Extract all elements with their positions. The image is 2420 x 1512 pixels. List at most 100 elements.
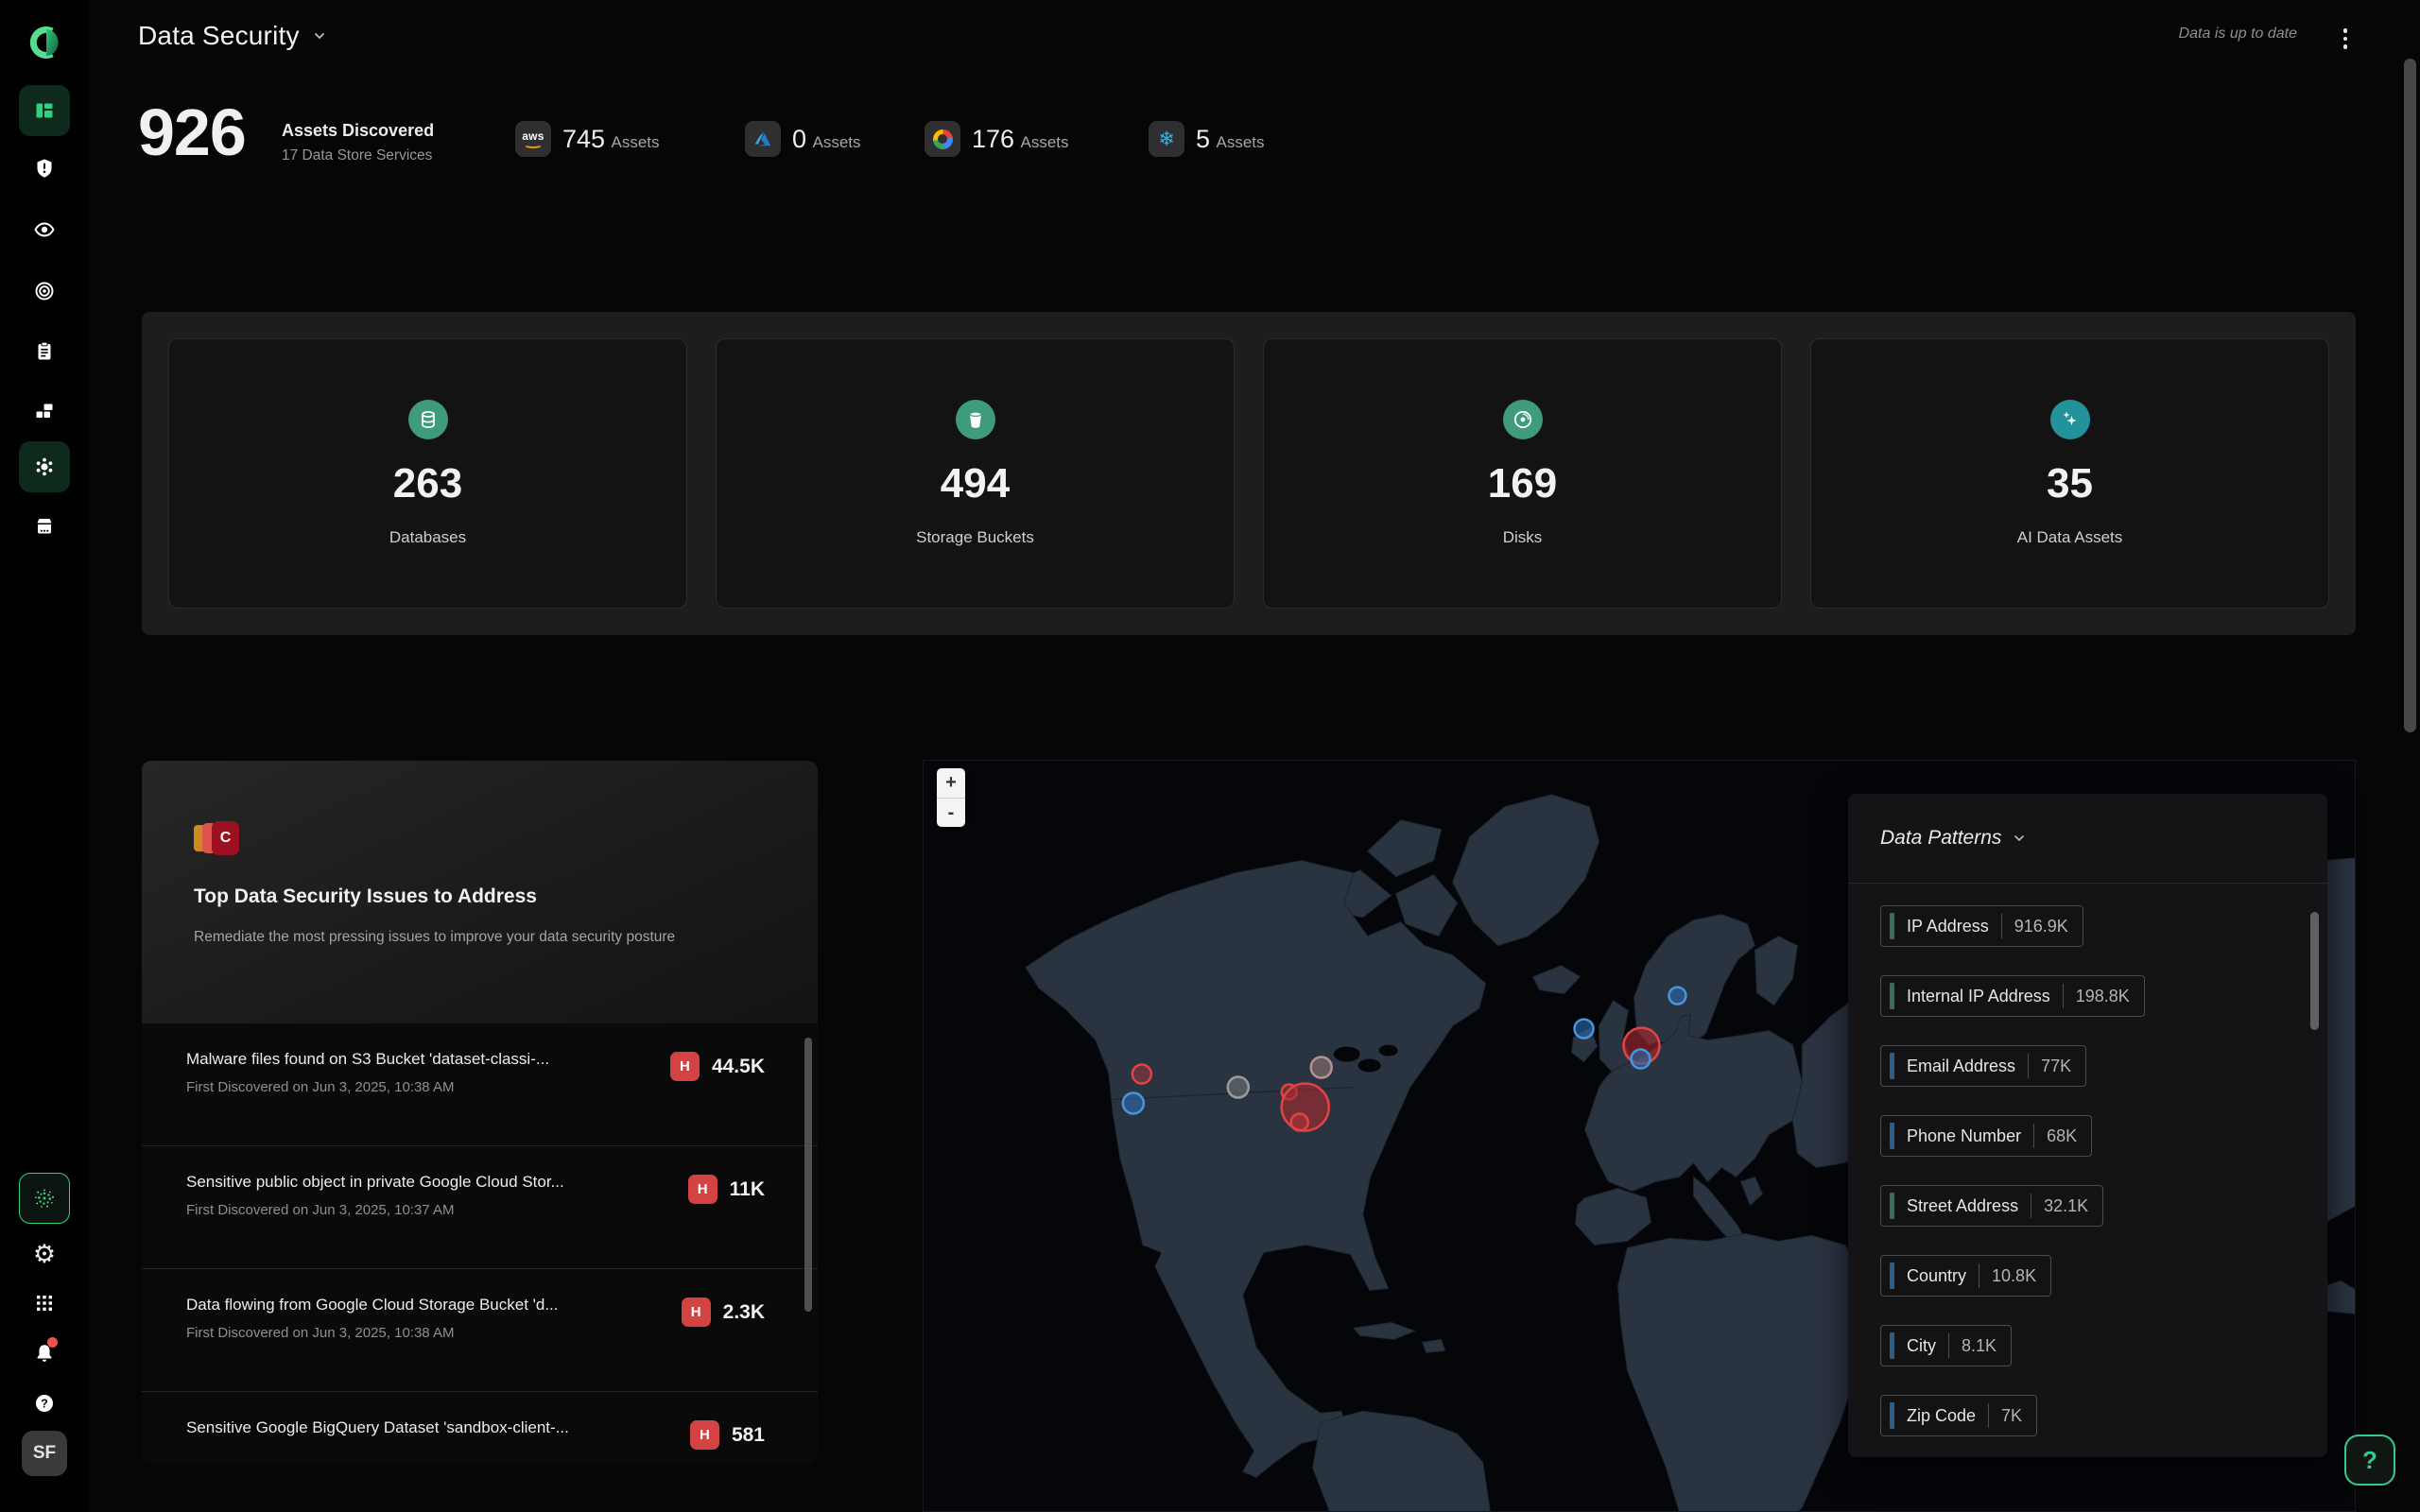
page-scrollbar[interactable] — [2404, 59, 2416, 732]
page-title-row[interactable]: Data Security — [138, 21, 326, 51]
pattern-chip[interactable]: Phone Number 68K — [1880, 1115, 2093, 1157]
dashboard-icon — [36, 103, 53, 118]
severity-badge: H — [687, 1175, 717, 1204]
issue-row[interactable]: Sensitive Google BigQuery Dataset 'sandb… — [142, 1392, 818, 1463]
sidebar-item-visibility[interactable] — [19, 204, 70, 255]
sidebar-item-target[interactable] — [19, 266, 70, 317]
app-logo-icon[interactable] — [26, 24, 62, 61]
storage-buckets-count: 494 — [940, 460, 1011, 507]
map-zoom-control: + - — [937, 768, 965, 827]
assets-total-labels: Assets Discovered 17 Data Store Services — [282, 121, 434, 164]
gcp-count: 176 — [972, 124, 1015, 153]
storage-buckets-label: Storage Buckets — [916, 528, 1034, 546]
issue-row[interactable]: Data flowing from Google Cloud Storage B… — [142, 1269, 818, 1392]
map-marker-brown[interactable] — [1309, 1056, 1333, 1079]
map-marker-blue[interactable] — [1668, 986, 1687, 1005]
issue-row[interactable]: Sensitive public object in private Googl… — [142, 1146, 818, 1269]
sidebar-item-apps[interactable] — [19, 1278, 70, 1329]
bell-icon — [37, 1345, 52, 1362]
issues-list-scrollbar[interactable] — [804, 1038, 812, 1312]
pattern-chip[interactable]: Zip Code 7K — [1880, 1395, 2038, 1436]
blocks-icon — [36, 404, 53, 418]
sidebar-item-policies[interactable] — [19, 326, 70, 377]
sidebar-item-issues[interactable] — [19, 143, 70, 194]
sun-burst-icon — [36, 457, 53, 476]
chevron-down-icon — [2014, 835, 2025, 842]
map-marker-red[interactable] — [1289, 1112, 1309, 1132]
storefront-icon — [37, 519, 52, 534]
help-widget-button[interactable]: ? — [2344, 1435, 2395, 1486]
snowflake-icon: ❄ — [1149, 121, 1184, 157]
notification-badge — [47, 1337, 58, 1348]
sidebar-item-inventory[interactable] — [19, 386, 70, 437]
page-title: Data Security — [138, 21, 300, 50]
google-cloud-icon — [925, 121, 960, 157]
sidebar: ⚙ ? SF — [0, 0, 89, 1512]
map-zoom-out-button[interactable]: - — [937, 798, 965, 827]
gear-icon: ⚙ — [32, 1239, 57, 1269]
pattern-color-bar — [1890, 913, 1894, 939]
database-icon — [407, 400, 448, 439]
data-patterns-title: Data Patterns — [1880, 827, 2002, 849]
card-storage-buckets[interactable]: 494 Storage Buckets — [716, 338, 1235, 609]
data-patterns-scrollbar[interactable] — [2310, 912, 2319, 1030]
severity-badge: H — [669, 1052, 700, 1081]
pattern-chip[interactable]: Email Address 77K — [1880, 1045, 2087, 1087]
snowflake-count: 5 — [1196, 124, 1211, 153]
bullseye-icon — [35, 282, 54, 301]
severity-badge: H — [681, 1297, 711, 1327]
clipboard-list-icon — [38, 341, 51, 360]
chevron-down-icon — [314, 33, 324, 40]
user-avatar[interactable]: SF — [22, 1431, 67, 1476]
status-text: Data is up to date — [2178, 26, 2297, 42]
sidebar-item-data-security[interactable] — [19, 441, 70, 492]
provider-stat-google-cloud: 176 Assets — [925, 121, 1069, 157]
kebab-menu-icon[interactable] — [2333, 25, 2358, 53]
pattern-color-bar — [1890, 1263, 1894, 1289]
sidebar-item-settings[interactable]: ⚙ — [19, 1228, 70, 1280]
help-circle-icon: ? — [36, 1395, 53, 1412]
azure-count: 0 — [792, 124, 807, 153]
map-marker-blue[interactable] — [1630, 1048, 1651, 1070]
disk-icon — [1502, 400, 1543, 439]
data-patterns-header[interactable]: Data Patterns — [1848, 794, 2327, 884]
pattern-chip[interactable]: Street Address 32.1K — [1880, 1185, 2104, 1227]
eye-icon — [34, 222, 55, 237]
pattern-chip[interactable]: IP Address 916.9K — [1880, 905, 2083, 947]
top-issues-header: C Top Data Security Issues to Address Re… — [142, 761, 818, 1023]
severity-stack-icon: C — [194, 821, 256, 855]
data-patterns-list: IP Address 916.9K Internal IP Address 19… — [1848, 884, 2327, 1457]
databases-count: 263 — [392, 460, 463, 507]
map-marker-red-big[interactable] — [1280, 1082, 1330, 1132]
sidebar-item-help[interactable]: ? — [19, 1378, 70, 1429]
asset-cards-section: 263 Databases 494 Storage Buckets 169 Di… — [142, 312, 2356, 635]
sidebar-item-store[interactable] — [19, 501, 70, 552]
pattern-color-bar — [1890, 1053, 1894, 1079]
severity-badge: H — [689, 1420, 719, 1450]
map-marker-blue[interactable] — [1573, 1018, 1595, 1040]
ai-sparkle-icon — [2049, 400, 2090, 439]
provider-stat-aws: aws 745 Assets — [515, 121, 660, 157]
map-marker-gray[interactable] — [1226, 1075, 1251, 1099]
databases-label: Databases — [389, 528, 467, 546]
top-issues-subtitle: Remediate the most pressing issues to im… — [194, 929, 676, 945]
sidebar-item-notifications[interactable] — [19, 1328, 70, 1379]
map-marker-red[interactable] — [1131, 1063, 1153, 1085]
pattern-chip[interactable]: City 8.1K — [1880, 1325, 2013, 1366]
top-issues-list: Malware files found on S3 Bucket 'datase… — [142, 1023, 818, 1463]
card-databases[interactable]: 263 Databases — [168, 338, 687, 609]
azure-icon — [745, 121, 781, 157]
card-ai-data-assets[interactable]: 35 AI Data Assets — [1810, 338, 2329, 609]
sidebar-item-dashboard[interactable] — [19, 85, 70, 136]
card-disks[interactable]: 169 Disks — [1263, 338, 1782, 609]
map-zoom-in-button[interactable]: + — [937, 768, 965, 798]
pattern-chip[interactable]: Internal IP Address 198.8K — [1880, 975, 2145, 1017]
issue-row[interactable]: Malware files found on S3 Bucket 'datase… — [142, 1023, 818, 1146]
assets-total: 926 — [138, 95, 247, 169]
ai-data-assets-count: 35 — [2047, 460, 2093, 507]
sidebar-item-ai-assistant[interactable] — [19, 1173, 70, 1224]
top-issues-panel: C Top Data Security Issues to Address Re… — [142, 761, 818, 1463]
map-marker-blue[interactable] — [1121, 1091, 1146, 1115]
pattern-color-bar — [1890, 1402, 1894, 1429]
pattern-chip[interactable]: Country 10.8K — [1880, 1255, 2052, 1297]
